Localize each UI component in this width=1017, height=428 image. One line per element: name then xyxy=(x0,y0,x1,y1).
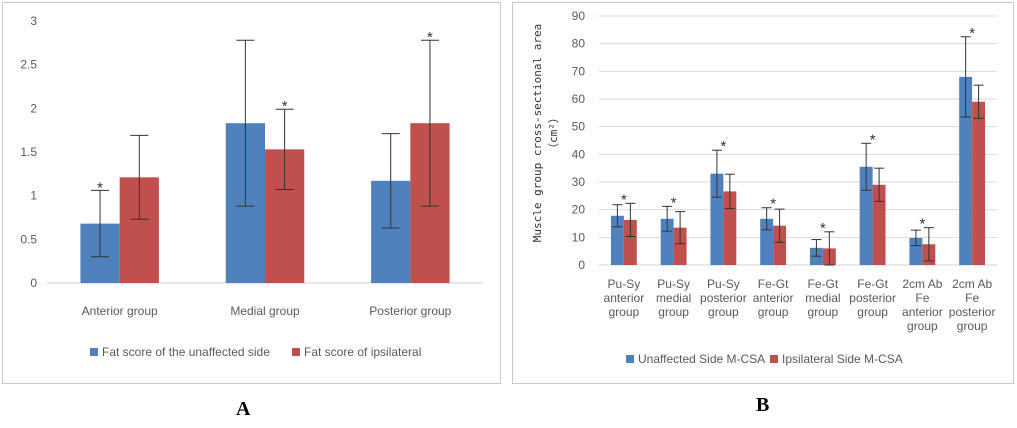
y-tick-label: 40 xyxy=(572,147,586,161)
caption-b: B xyxy=(756,394,770,416)
x-category-label: anterior xyxy=(753,291,794,305)
y-tick-label: 60 xyxy=(572,92,586,106)
x-category-label: group xyxy=(658,305,689,319)
significance-star: * xyxy=(97,179,103,196)
x-category-label: Fe-Gt xyxy=(758,277,789,291)
y-tick-label: 80 xyxy=(572,37,586,51)
chart-b-svg: 0102030405060708090Pu-SyanteriorgroupPu-… xyxy=(531,9,997,366)
bar-ipsilateral xyxy=(773,225,787,265)
y-tick-label: 20 xyxy=(572,203,586,217)
y-tick-label: 0 xyxy=(578,258,585,272)
legend-label: Fat score of the unaffected side xyxy=(102,345,270,359)
y-tick-label: 2 xyxy=(30,101,37,115)
x-category-label: Medial group xyxy=(230,304,300,318)
y-tick-label: 30 xyxy=(572,175,586,189)
x-category-label: Posterior group xyxy=(369,304,451,318)
x-category-label: anterior xyxy=(902,305,943,319)
legend-swatch xyxy=(626,355,634,363)
x-category-label: Fe xyxy=(965,291,979,305)
chart-panel-a: 0 0.5 1 1.5 2 2.5 3 Anterior group Medial group P… xyxy=(2,2,501,384)
y-tick-label: 3 xyxy=(30,14,37,28)
bar-ipsilateral xyxy=(872,184,886,265)
x-category-label: group xyxy=(609,305,640,319)
bar-ipsilateral xyxy=(972,101,986,266)
significance-star: * xyxy=(282,98,288,115)
y-tick-label: 70 xyxy=(572,64,586,78)
bar-unaffected xyxy=(660,218,674,265)
x-category-label: 2cm Ab xyxy=(952,277,992,291)
x-category-label: posterior xyxy=(849,291,896,305)
bar-unaffected xyxy=(710,173,724,265)
x-category-label: group xyxy=(708,305,739,319)
x-category-label: posterior xyxy=(700,291,747,305)
caption-a: A xyxy=(236,398,251,420)
y-tick-label: 2.5 xyxy=(20,58,37,72)
legend-label: Unaffected Side M-CSA xyxy=(638,352,765,366)
bar-unaffected xyxy=(610,215,624,265)
y-axis-label: Muscle group cross-sectional area xyxy=(531,24,544,243)
x-category-label: medial xyxy=(805,291,840,305)
x-category-label: Pu-Sy xyxy=(657,277,690,291)
significance-star: * xyxy=(770,196,776,213)
significance-star: * xyxy=(427,29,433,46)
y-tick-label: 1 xyxy=(30,189,37,203)
significance-star: * xyxy=(870,131,876,148)
x-category-label: group xyxy=(907,319,938,333)
significance-star: * xyxy=(671,194,677,211)
chart-panel-b: 0 10 20 30 40 50 60 70 80 90 Pu-Sy anterior group Pu-… xyxy=(512,2,1014,384)
significance-star: * xyxy=(621,191,627,208)
x-category-label: Fe xyxy=(915,291,929,305)
x-category-label: anterior xyxy=(604,291,645,305)
legend-label: Ipsilateral Side M-CSA xyxy=(782,352,903,366)
x-category-label: group xyxy=(957,319,988,333)
legend-swatch xyxy=(770,355,778,363)
y-tick-label: 50 xyxy=(572,120,586,134)
y-tick-label: 90 xyxy=(572,9,586,23)
bar-ipsilateral xyxy=(723,191,737,265)
y-tick-label: 0.5 xyxy=(20,232,37,246)
y-tick-label: 0 xyxy=(30,276,37,290)
chart-a-svg: 0 0.5 1 1.5 2 2.5 3 Anterior group Medial group P… xyxy=(20,14,483,359)
x-category-label: Anterior group xyxy=(82,304,158,318)
x-category-label: Fe-Gt xyxy=(857,277,888,291)
significance-star: * xyxy=(720,138,726,155)
y-axis-label: （cm²） xyxy=(547,112,560,154)
x-category-label: 2cm Ab xyxy=(902,277,942,291)
legend-swatch xyxy=(292,348,300,356)
y-tick-label: 1.5 xyxy=(20,145,37,159)
x-category-label: posterior xyxy=(949,305,996,319)
bar-ipsilateral xyxy=(623,219,637,265)
legend-label: Fat score of ipsilateral xyxy=(304,345,421,359)
x-category-label: Pu-Sy xyxy=(608,277,641,291)
x-category-label: Pu-Sy xyxy=(707,277,740,291)
x-category-label: group xyxy=(758,305,789,319)
x-category-label: Fe-Gt xyxy=(808,277,839,291)
bar-unaffected xyxy=(909,237,923,265)
bar-unaffected xyxy=(959,76,973,265)
bar-ipsilateral xyxy=(673,227,687,265)
legend-swatch xyxy=(90,348,98,356)
significance-star: * xyxy=(820,220,826,237)
bar-unaffected xyxy=(859,166,873,265)
x-category-label: group xyxy=(857,305,888,319)
y-tick-label: 10 xyxy=(572,230,586,244)
x-category-label: group xyxy=(808,305,839,319)
significance-star: * xyxy=(919,216,925,233)
x-category-label: medial xyxy=(656,291,691,305)
significance-star: * xyxy=(969,25,975,42)
